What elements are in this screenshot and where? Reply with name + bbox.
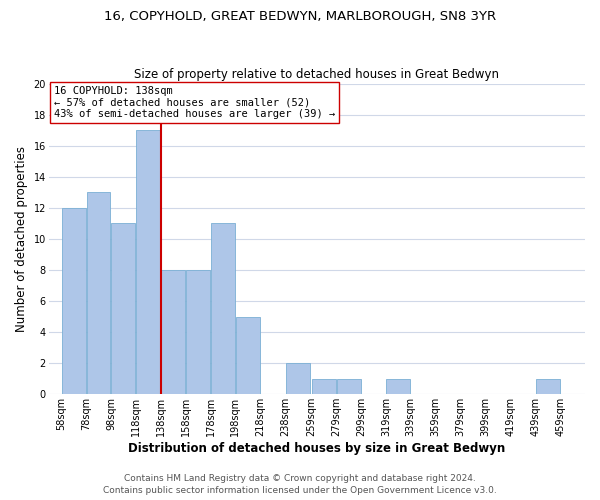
Bar <box>536 379 560 394</box>
X-axis label: Distribution of detached houses by size in Great Bedwyn: Distribution of detached houses by size … <box>128 442 505 455</box>
Bar <box>386 379 410 394</box>
Bar <box>236 316 260 394</box>
Bar <box>62 208 86 394</box>
Text: 16, COPYHOLD, GREAT BEDWYN, MARLBOROUGH, SN8 3YR: 16, COPYHOLD, GREAT BEDWYN, MARLBOROUGH,… <box>104 10 496 23</box>
Bar <box>186 270 210 394</box>
Bar <box>337 379 361 394</box>
Bar <box>211 224 235 394</box>
Text: 16 COPYHOLD: 138sqm
← 57% of detached houses are smaller (52)
43% of semi-detach: 16 COPYHOLD: 138sqm ← 57% of detached ho… <box>53 86 335 119</box>
Title: Size of property relative to detached houses in Great Bedwyn: Size of property relative to detached ho… <box>134 68 499 81</box>
Text: Contains HM Land Registry data © Crown copyright and database right 2024.
Contai: Contains HM Land Registry data © Crown c… <box>103 474 497 495</box>
Bar <box>286 363 310 394</box>
Bar <box>112 224 136 394</box>
Y-axis label: Number of detached properties: Number of detached properties <box>15 146 28 332</box>
Bar <box>161 270 185 394</box>
Bar <box>86 192 110 394</box>
Bar <box>136 130 160 394</box>
Bar <box>312 379 335 394</box>
